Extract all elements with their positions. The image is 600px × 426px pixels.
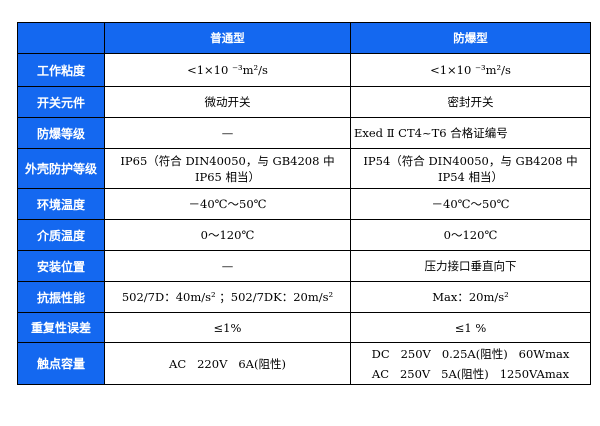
cell-explosion: Exed Ⅱ CT4~T6 合格证编号 [350, 117, 591, 149]
table-row: 外壳防护等级 IP65（符合 DIN40050，与 GB4208 中 IP65 … [17, 148, 591, 189]
cell-normal: 502/7D：40m/s² ；502/7DK：20m/s² [104, 281, 351, 313]
cell-explosion: ≤1 % [350, 312, 591, 343]
cell-normal: — [104, 250, 351, 282]
cell-normal: — [104, 117, 351, 149]
cell-normal: 0～120℃ [104, 219, 351, 251]
header-explosion: 防爆型 [350, 22, 591, 54]
cell-explosion: Max：20m/s² [350, 281, 591, 313]
cell-explosion: －40℃～50℃ [350, 188, 591, 220]
row-label: 防爆等级 [17, 117, 105, 149]
row-label: 工作粘度 [17, 53, 105, 87]
table-row: 重复性误差 ≤1% ≤1 % [17, 312, 591, 343]
row-label: 外壳防护等级 [17, 148, 105, 189]
cell-explosion: DC 250V 0.25A(阻性) 60Wmax AC 250V 5A(阻性) 1… [350, 342, 591, 385]
table-row: 抗振性能 502/7D：40m/s² ；502/7DK：20m/s² Max：2… [17, 281, 591, 313]
row-label: 开关元件 [17, 86, 105, 118]
row-label: 重复性误差 [17, 312, 105, 343]
header-row: 普通型 防爆型 [17, 22, 591, 54]
row-label: 环境温度 [17, 188, 105, 220]
cell-normal: IP65（符合 DIN40050，与 GB4208 中 IP65 相当） [104, 148, 351, 189]
row-label: 抗振性能 [17, 281, 105, 313]
corner-cell [17, 22, 105, 54]
spec-table: 普通型 防爆型 工作粘度 <1×10 ⁻³m²/s <1×10 ⁻³m²/s 开… [17, 22, 591, 385]
cell-normal: ≤1% [104, 312, 351, 343]
cell-normal: 微动开关 [104, 86, 351, 118]
row-label: 安装位置 [17, 250, 105, 282]
contact-dc-line: DC 250V 0.25A(阻性) 60Wmax [371, 346, 570, 361]
cell-explosion: 0～120℃ [350, 219, 591, 251]
cell-explosion: <1×10 ⁻³m²/s [350, 53, 591, 87]
cell-explosion: 压力接口垂直向下 [350, 250, 591, 282]
cell-normal: －40℃～50℃ [104, 188, 351, 220]
cell-explosion: 密封开关 [350, 86, 591, 118]
cell-explosion: IP54（符合 DIN40050，与 GB4208 中 IP54 相当） [350, 148, 591, 189]
table-row: 环境温度 －40℃～50℃ －40℃～50℃ [17, 188, 591, 220]
row-label: 介质温度 [17, 219, 105, 251]
table-row: 开关元件 微动开关 密封开关 [17, 86, 591, 118]
table-row: 防爆等级 — Exed Ⅱ CT4~T6 合格证编号 [17, 117, 591, 149]
contact-ac-line: AC 250V 5A(阻性) 1250VAmax [371, 366, 570, 381]
table-row: 工作粘度 <1×10 ⁻³m²/s <1×10 ⁻³m²/s [17, 53, 591, 87]
header-normal: 普通型 [104, 22, 351, 54]
cell-normal: AC 220V 6A(阻性) [104, 342, 351, 385]
table-row: 介质温度 0～120℃ 0～120℃ [17, 219, 591, 251]
cell-normal: <1×10 ⁻³m²/s [104, 53, 351, 87]
table-row: 触点容量 AC 220V 6A(阻性) DC 250V 0.25A(阻性) 60… [17, 342, 591, 385]
row-label: 触点容量 [17, 342, 105, 385]
table-row: 安装位置 — 压力接口垂直向下 [17, 250, 591, 282]
